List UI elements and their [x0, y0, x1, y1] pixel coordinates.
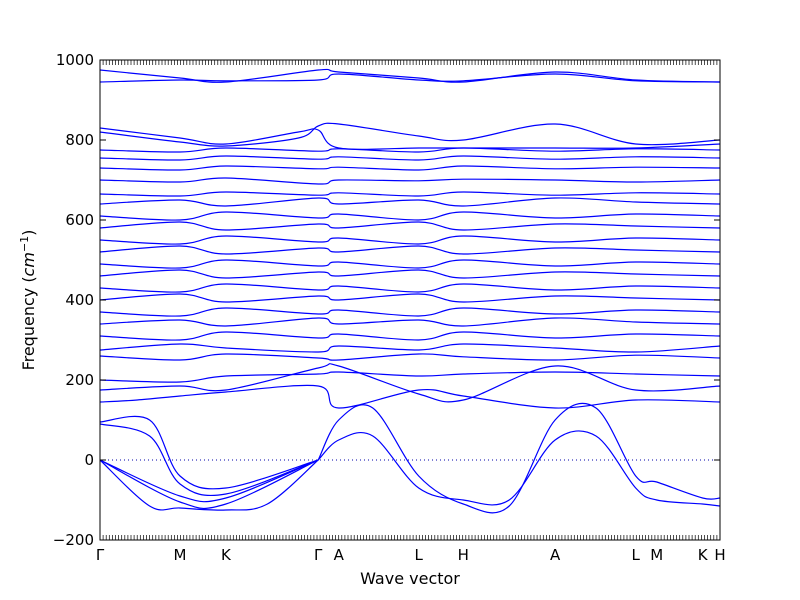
- y-tick-label: 400: [65, 291, 94, 309]
- band-line-9: [100, 363, 720, 403]
- band-line-12: [100, 343, 720, 353]
- band-line-5: [100, 415, 319, 490]
- band-line-24: [100, 197, 720, 207]
- band-line-25: [100, 191, 720, 197]
- band-line-3: [100, 459, 319, 511]
- band-line-18: [100, 269, 720, 279]
- y-tick-label: 600: [65, 211, 94, 229]
- band-line-31: [100, 122, 720, 147]
- y-tick-label: −200: [53, 531, 94, 549]
- band-line-16: [100, 293, 720, 303]
- x-axis-title: Wave vector: [360, 569, 460, 588]
- x-tick-label: L: [415, 546, 424, 564]
- x-tick-label: H: [714, 546, 725, 564]
- plot-frame: [99, 59, 721, 541]
- x-tick-label: A: [550, 546, 561, 564]
- y-tick-label: 1000: [56, 51, 94, 69]
- y-tick-label: 200: [65, 371, 94, 389]
- y-tick-label: 800: [65, 131, 94, 149]
- band-line-20: [100, 245, 720, 255]
- band-line-17: [100, 283, 720, 293]
- band-line-23: [100, 211, 720, 221]
- band-line-13: [100, 331, 720, 341]
- x-tick-label: Γ: [314, 546, 323, 564]
- y-axis-title: Frequency (cm−1): [18, 230, 38, 371]
- x-tick-label: K: [221, 546, 232, 564]
- band-line-6: [317, 430, 720, 507]
- band-line-33: [100, 73, 720, 83]
- x-tick-label: H: [458, 546, 469, 564]
- x-tick-label: L: [632, 546, 641, 564]
- band-line-4: [100, 423, 319, 497]
- band-line-14: [100, 317, 720, 327]
- x-tick-label: Γ: [96, 546, 105, 564]
- x-tick-label: M: [650, 546, 663, 564]
- band-line-30: [100, 127, 720, 150]
- band-line-28: [100, 155, 720, 161]
- x-tick-label: K: [698, 546, 709, 564]
- band-line-7: [317, 402, 720, 514]
- band-line-19: [100, 259, 720, 269]
- y-axis-ticks: −200 0 200 400 600 800 1000: [53, 51, 720, 549]
- series-group: [100, 68, 720, 514]
- band-line-22: [100, 221, 720, 231]
- band-line-15: [100, 307, 720, 317]
- y-tick-label: 0: [84, 451, 94, 469]
- band-line-26: [100, 177, 720, 185]
- plot-background: [100, 60, 720, 540]
- band-line-10: [100, 371, 720, 383]
- band-line-29: [100, 147, 720, 153]
- x-tick-label: A: [334, 546, 345, 564]
- band-line-27: [100, 165, 720, 171]
- x-tick-label: M: [174, 546, 187, 564]
- band-line-1: [100, 459, 319, 509]
- band-line-8: [100, 384, 720, 409]
- band-line-11: [100, 353, 720, 361]
- band-line-21: [100, 235, 720, 245]
- band-line-2: [100, 459, 319, 503]
- band-line-32: [100, 68, 720, 83]
